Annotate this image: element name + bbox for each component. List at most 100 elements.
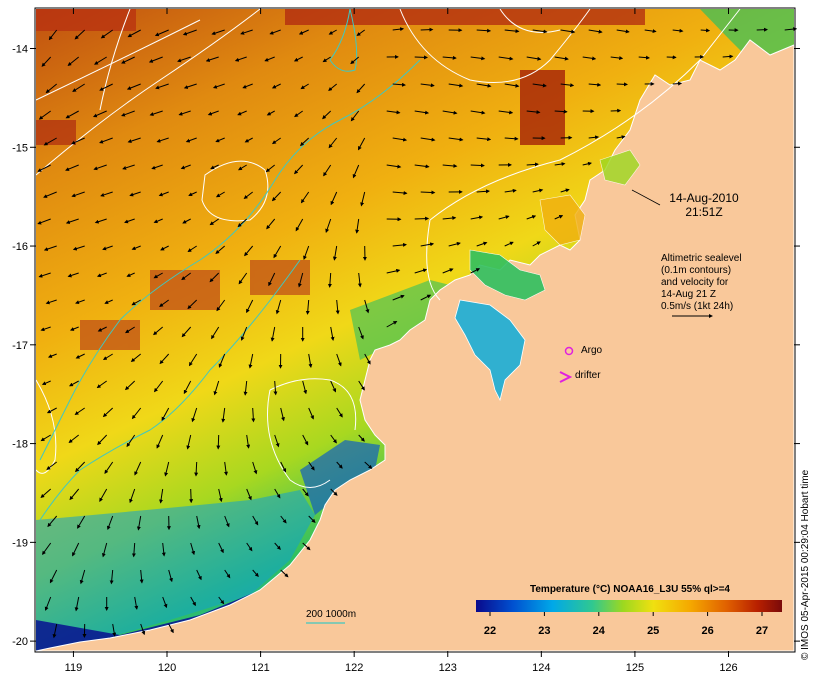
velocity-arrow <box>328 83 338 92</box>
velocity-arrow <box>72 542 80 557</box>
velocity-arrow <box>74 596 80 612</box>
velocity-arrow <box>560 83 575 88</box>
velocity-arrow <box>100 191 113 197</box>
velocity-arrow <box>268 272 276 287</box>
velocity-arrow <box>582 56 597 61</box>
velocity-arrow <box>136 515 142 531</box>
date-leader-line <box>631 189 661 206</box>
velocity-arrow <box>616 82 628 87</box>
velocity-arrow <box>153 380 164 393</box>
lon-axis: 119 120 121 122 123 124 125 126 <box>65 8 738 674</box>
velocity-arrow <box>302 542 311 551</box>
velocity-arrow <box>294 164 304 175</box>
velocity-arrow <box>420 294 432 301</box>
velocity-arrow <box>109 569 114 585</box>
lon-tick-label: 123 <box>439 662 457 674</box>
velocity-arrow <box>271 191 282 202</box>
velocity-arrow <box>328 137 338 149</box>
velocity-arrow <box>190 542 196 556</box>
velocity-arrow <box>127 29 141 38</box>
velocity-arrow <box>616 135 626 140</box>
velocity-arrow <box>210 164 219 170</box>
velocity-arrow <box>72 83 85 92</box>
velocity-arrow <box>350 56 360 65</box>
velocity-arrow <box>159 488 164 504</box>
velocity-arrow <box>154 29 169 37</box>
velocity-arrow <box>124 380 136 391</box>
velocity-arrow <box>97 434 108 446</box>
velocity-arrow <box>295 218 304 232</box>
velocity-arrow <box>336 353 342 367</box>
argo-marker-icon <box>564 346 574 356</box>
velocity-arrow <box>46 461 58 471</box>
velocity-arrow <box>332 245 338 261</box>
velocity-arrow <box>96 272 107 278</box>
velocity-arrow <box>156 434 164 449</box>
sealevel-line: 0.5m/s (1kt 24h) <box>661 301 734 312</box>
legend-ticks: 22 23 24 25 26 27 <box>484 612 768 637</box>
velocity-arrow <box>209 272 220 283</box>
velocity-arrow <box>131 245 141 251</box>
velocity-arrow <box>183 83 197 89</box>
velocity-arrow <box>102 245 113 251</box>
velocity-arrow <box>532 83 547 88</box>
velocity-arrow <box>92 110 107 118</box>
date-text: 14-Aug-2010 <box>669 191 739 205</box>
velocity-arrow <box>308 461 315 471</box>
velocity-arrow <box>215 245 226 255</box>
velocity-arrow <box>330 434 337 444</box>
velocity-arrow <box>266 218 276 230</box>
velocity-arrow <box>322 110 332 120</box>
velocity-arrow <box>298 29 309 35</box>
velocity-arrow <box>94 218 107 224</box>
velocity-arrow <box>414 268 428 274</box>
velocity-arrow <box>476 137 492 142</box>
velocity-arrow <box>69 488 80 501</box>
velocity-arrow <box>302 380 308 395</box>
velocity-arrow <box>67 56 80 67</box>
velocity-arrow <box>442 268 454 274</box>
velocity-arrow <box>356 83 366 94</box>
velocity-arrow <box>498 56 514 61</box>
velocity-arrow <box>168 569 173 583</box>
velocity-arrow <box>45 83 58 94</box>
velocity-arrow <box>41 56 52 67</box>
velocity-arrow <box>526 162 539 167</box>
velocity-arrow <box>274 488 281 499</box>
lon-tick-label: 125 <box>626 662 644 674</box>
velocity-arrow <box>71 191 85 198</box>
velocity-arrow <box>280 569 289 578</box>
velocity-arrow <box>269 29 281 35</box>
velocity-arrow <box>308 407 314 420</box>
velocity-arrow <box>644 29 657 34</box>
velocity-arrow <box>325 218 332 233</box>
velocity-arrow <box>218 596 225 605</box>
velocity-arrow <box>79 569 86 585</box>
velocity-arrow <box>386 164 402 169</box>
velocity-arrow <box>67 272 79 278</box>
velocity-arrow <box>37 164 51 172</box>
velocity-arrow <box>213 380 220 396</box>
velocity-arrow <box>392 191 408 196</box>
velocity-arrow <box>784 27 798 32</box>
lon-tick-label: 126 <box>719 662 737 674</box>
velocity-arrow <box>414 55 428 60</box>
velocity-arrow <box>252 461 258 475</box>
lat-tick-label: -18 <box>12 439 28 451</box>
velocity-arrow <box>274 542 281 550</box>
velocity-arrow <box>161 407 170 421</box>
velocity-arrow <box>188 191 197 197</box>
velocity-arrow <box>448 241 461 247</box>
velocity-arrow <box>526 215 537 220</box>
velocity-arrow <box>75 299 85 305</box>
velocity-arrow <box>722 54 734 59</box>
velocity-arrow <box>72 245 85 251</box>
velocity-arrow <box>159 353 170 365</box>
velocity-arrow <box>504 188 517 193</box>
velocity-arrow <box>364 353 371 365</box>
velocity-arrow <box>130 353 142 363</box>
velocity-arrow <box>238 272 248 285</box>
lat-tick-label: -14 <box>12 44 28 56</box>
lat-tick-label: -17 <box>12 340 28 352</box>
velocity-arrow <box>588 135 600 140</box>
